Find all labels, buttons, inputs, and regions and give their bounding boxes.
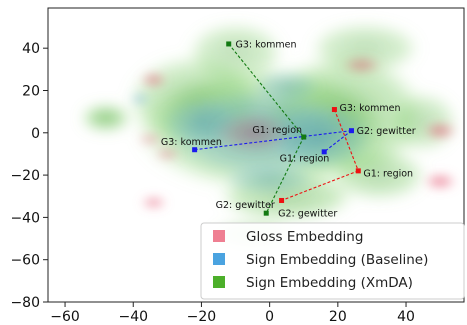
legend-label-baseline: Sign Embedding (Baseline) (246, 252, 428, 268)
y-tick-label-0: −80 (10, 295, 40, 311)
baseline-density-blob-3 (252, 69, 321, 104)
plot-frame (47, 7, 465, 303)
gloss-density-blob-1 (423, 172, 458, 190)
legend-label-xmda: Sign Embedding (XmDA) (246, 275, 413, 291)
plot-area: G3: kommen G3: kommen G1: region G2: gewitt… (82, 22, 458, 248)
gloss-density-blob-3 (140, 196, 168, 209)
point-labels: G3: kommen G3: kommen G1: region G2: gewitt… (161, 39, 416, 219)
red-point-label-6: G1: region (363, 168, 413, 179)
x-tick-label-0: −60 (50, 309, 80, 325)
red-connector-0 (333, 109, 359, 172)
legend-swatch-baseline (213, 253, 225, 265)
x-tick-label-2: −20 (187, 309, 217, 325)
blue-point-2 (321, 149, 327, 155)
green-point-1 (301, 134, 307, 140)
green-point-0 (226, 41, 232, 47)
gloss-density-layer (136, 56, 458, 209)
y-tick-label-2: −40 (10, 210, 40, 226)
blue-point-label-4: G3: kommen (161, 137, 222, 148)
green-connector-1 (265, 136, 305, 214)
y-tick-label-3: −20 (10, 168, 40, 184)
xmda-density-blob-7 (82, 105, 130, 131)
legend-swatch-xmda (213, 276, 225, 288)
annotated-points (192, 41, 361, 216)
y-axis-ticks: −80 −60 −40 −20 0 20 40 (10, 41, 48, 311)
x-axis-ticks: −60 −40 −20 0 20 40 (50, 302, 415, 325)
blue-point-label-3: G2: gewitter (357, 126, 416, 137)
legend-box (200, 222, 465, 300)
blue-connector-1 (323, 130, 352, 153)
gloss-density-blob-4 (341, 56, 383, 74)
green-point-label-0: G3: kommen (236, 39, 297, 50)
baseline-density-blob-5 (129, 93, 151, 105)
legend: Gloss Embedding Sign Embedding (Baseline)… (200, 222, 465, 300)
red-point-0 (331, 107, 337, 113)
y-tick-label-1: −60 (10, 253, 40, 269)
xmda-density-blob-9 (388, 92, 458, 152)
red-point-label-8: G2: gewitter (278, 209, 337, 220)
gloss-density-blob-0 (423, 122, 458, 140)
blue-point-0 (192, 147, 198, 153)
x-tick-label-3: 0 (265, 309, 274, 325)
connection-lines (194, 43, 359, 214)
y-tick-label-5: 20 (22, 83, 40, 99)
legend-label-gloss: Gloss Embedding (246, 229, 363, 245)
green-point-label-2: G1: region (252, 125, 302, 136)
baseline-density-blob-4 (221, 162, 318, 197)
x-tick-label-4: 20 (329, 309, 347, 325)
x-tick-label-5: 40 (397, 309, 415, 325)
gloss-density-blob-2 (140, 72, 168, 88)
x-tick-label-1: −40 (118, 309, 148, 325)
red-connector-1 (281, 170, 359, 201)
legend-swatch-gloss (213, 230, 225, 242)
blue-connector-0 (194, 130, 352, 151)
legend-items: Gloss Embedding Sign Embedding (Baseline)… (213, 229, 428, 291)
y-tick-label-6: 40 (22, 41, 40, 57)
gloss-density-blob-6 (153, 147, 181, 161)
gloss-density-blob-5 (211, 111, 294, 154)
gloss-density-blob-7 (136, 132, 164, 146)
green-point-2 (263, 210, 269, 216)
red-point-label-1: G3: kommen (340, 103, 401, 114)
red-point-1 (355, 168, 361, 174)
red-point-2 (279, 197, 285, 203)
y-tick-label-4: 0 (31, 126, 40, 142)
xmda-density-blob-6 (310, 22, 420, 74)
axes: −60 −40 −20 0 20 40 −80 −60 −40 −20 0 20 40 (10, 7, 465, 325)
green-point-label-7: G2: gewitter (216, 200, 275, 211)
baseline-density-blob-1 (266, 103, 376, 171)
blue-point-1 (348, 128, 354, 134)
blue-point-label-5: G1: region (280, 154, 330, 165)
